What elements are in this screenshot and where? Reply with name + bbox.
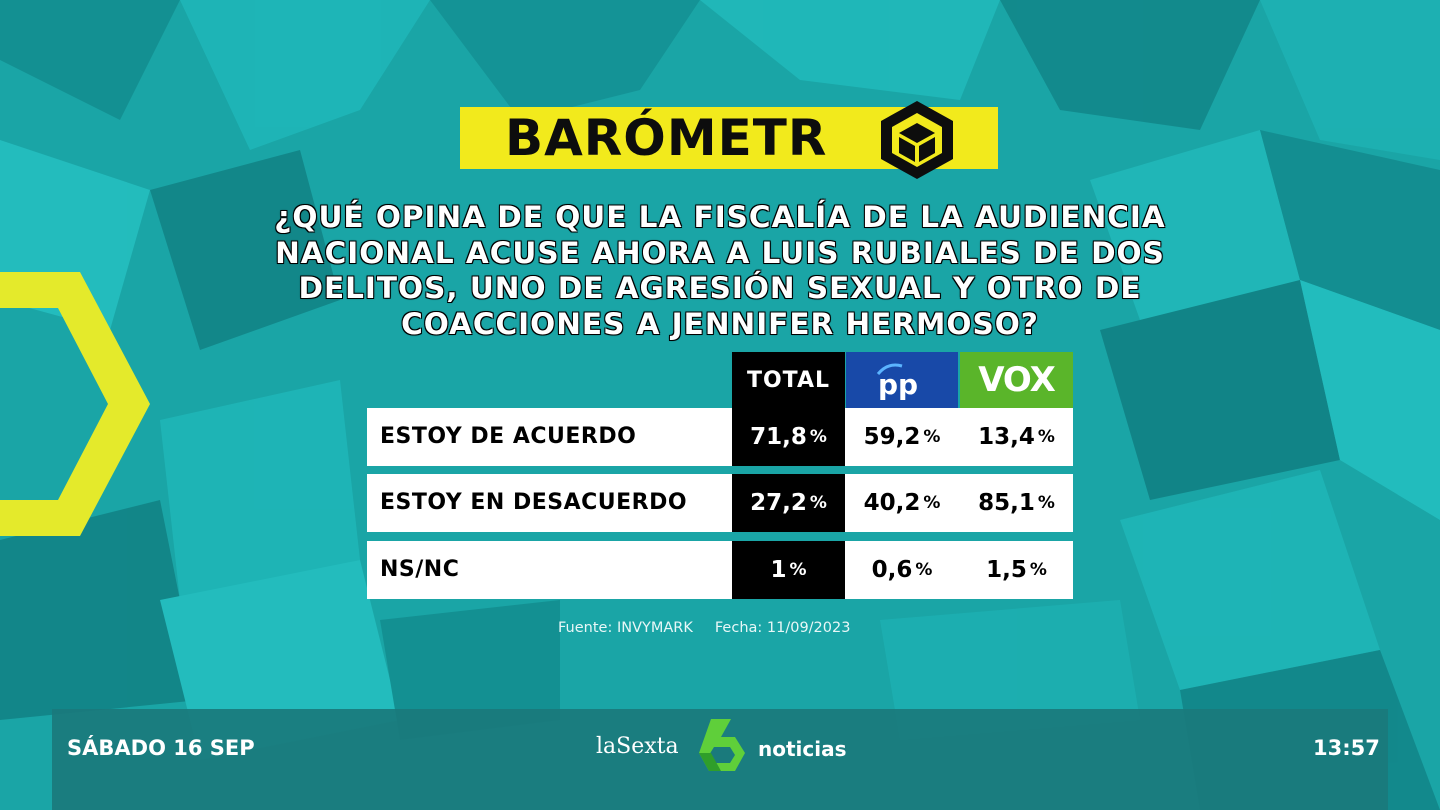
cell-vox: 85,1% bbox=[978, 490, 1055, 516]
cell-total: 27,2% bbox=[732, 474, 845, 532]
row-label: ESTOY DE ACUERDO bbox=[380, 424, 637, 449]
clock-label: 13:57 bbox=[1313, 736, 1380, 760]
badge-title: BARÓMETR bbox=[505, 109, 828, 167]
cell-total: 71,8% bbox=[732, 408, 845, 466]
cell-vox: 1,5% bbox=[986, 557, 1047, 583]
table-row bbox=[367, 408, 1073, 466]
header-total: TOTAL bbox=[732, 352, 845, 408]
row-label: ESTOY EN DESACUERDO bbox=[380, 490, 688, 515]
lasexta-6-logo bbox=[699, 719, 745, 771]
source-fecha: Fecha: 11/09/2023 bbox=[714, 620, 851, 636]
header-pp-logo: pp bbox=[846, 352, 958, 408]
source-line: Fuente: INVYMARK Fecha: 11/09/2023 bbox=[558, 620, 872, 636]
brand-name: laSexta bbox=[596, 734, 679, 759]
hexagon-cube-icon bbox=[881, 101, 953, 179]
program-name: noticias bbox=[758, 737, 847, 761]
poll-question: ¿Qué opina de que la Fiscalía de la Audi… bbox=[274, 200, 1166, 341]
cell-pp: 40,2% bbox=[863, 490, 941, 516]
cell-total: 1% bbox=[732, 541, 845, 599]
table-row bbox=[367, 541, 1073, 599]
date-label: SÁBADO 16 SEP bbox=[67, 736, 255, 760]
source-fuente: Fuente: INVYMARK bbox=[558, 620, 693, 636]
header-vox-logo: VOX bbox=[960, 352, 1073, 408]
svg-text:pp: pp bbox=[878, 368, 918, 400]
cell-pp: 0,6% bbox=[871, 557, 933, 583]
table-row bbox=[367, 474, 1073, 532]
cell-pp: 59,2% bbox=[863, 424, 941, 450]
cell-vox: 13,4% bbox=[978, 424, 1055, 450]
row-label: NS/NC bbox=[380, 557, 460, 582]
pp-logo-icon: pp bbox=[876, 363, 918, 400]
